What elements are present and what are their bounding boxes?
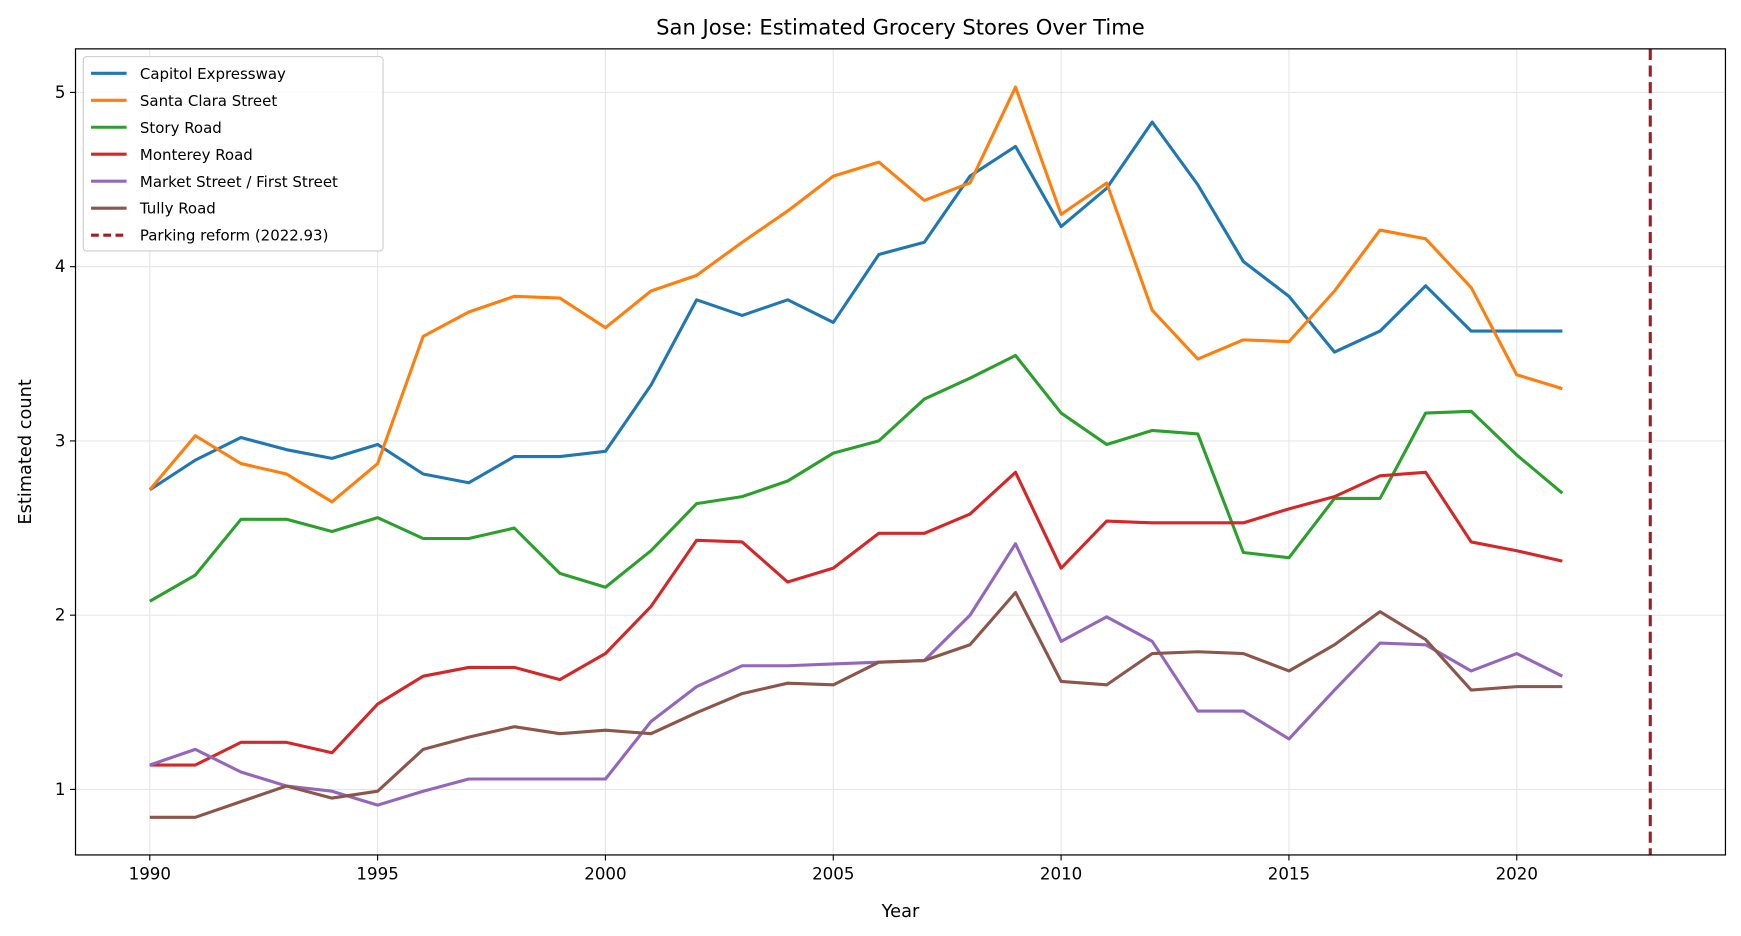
series-lines — [148, 48, 1652, 855]
legend-label: Santa Clara Street — [140, 92, 277, 110]
series-line-monterey-road — [149, 470, 1563, 767]
legend-label: Monterey Road — [140, 146, 253, 164]
y-tick-label: 4 — [55, 257, 66, 276]
legend-label: Market Street / First Street — [140, 173, 338, 191]
legend-label: Tully Road — [139, 200, 216, 218]
legend-label: Capitol Expressway — [140, 65, 286, 83]
y-axis-label: Estimated count — [16, 379, 36, 524]
series-line-market-street-first-street — [149, 542, 1564, 807]
x-tick-label: 2010 — [1040, 864, 1082, 883]
y-tick-label: 1 — [55, 780, 66, 799]
x-tick-label: 2000 — [584, 864, 626, 883]
x-tick-label: 2015 — [1268, 864, 1310, 883]
series-line-tully-road — [149, 590, 1563, 819]
legend-label: Parking reform (2022.93) — [140, 227, 329, 245]
y-tick-label: 5 — [55, 83, 66, 102]
legend-label: Story Road — [140, 119, 222, 137]
legend-box — [82, 56, 384, 252]
y-tick-label: 2 — [55, 606, 66, 625]
chart-title: San Jose: Estimated Grocery Stores Over … — [656, 14, 1145, 39]
series-line-story-road — [149, 353, 1564, 603]
plot-frame — [74, 48, 1727, 856]
x-tick-label: 2005 — [812, 864, 854, 883]
y-tick-label: 3 — [55, 431, 66, 450]
x-axis-label: Year — [881, 902, 920, 922]
axis-ticks: 1990 1995 2000 2005 2010 2015 2020 1 2 3 4 5 — [55, 83, 1538, 883]
legend: Capitol Expressway Santa Clara Street Stor… — [82, 56, 384, 252]
x-tick-label: 2020 — [1496, 864, 1538, 883]
series-line-capitol-expressway — [148, 120, 1563, 492]
series-line-santa-clara-street — [148, 85, 1563, 504]
x-tick-label: 1995 — [356, 864, 398, 883]
x-tick-label: 1990 — [129, 864, 171, 883]
